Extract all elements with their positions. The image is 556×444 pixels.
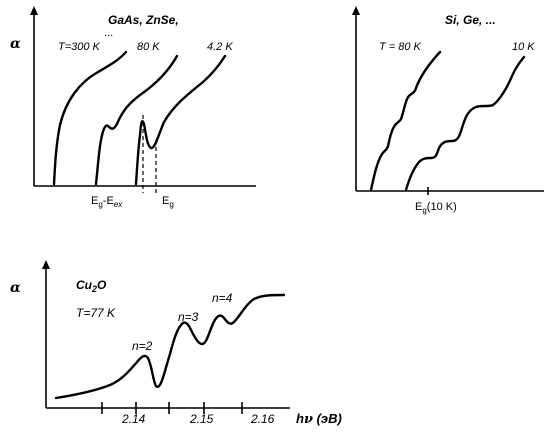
peak-label-n3: n=3	[178, 310, 199, 324]
x-axis-label: hν (эВ)	[296, 411, 342, 427]
eg-10k-label: Eg(10 K)	[415, 201, 457, 215]
tick-label-2-16: 2.16	[250, 412, 275, 426]
curve-300k	[52, 50, 128, 186]
eg-minus-eex-label: Eg-Eex	[91, 195, 123, 209]
panel-top-left: α GaAs, ZnSe, ... T=300 K 80 K 4.2 K Eg-…	[10, 6, 256, 209]
temp-label-80k: 80 K	[137, 41, 160, 53]
peak-label-n2: n=2	[132, 339, 153, 353]
alpha-label: α	[10, 36, 21, 52]
temp-label-80k: T = 80 K	[379, 41, 422, 53]
alpha-label: α	[10, 280, 21, 296]
panel-top-right: Si, Ge, ... T = 80 K 10 K Eg(10 K)	[352, 6, 544, 215]
curve-4k	[134, 54, 227, 186]
temp-label-10k: 10 K	[512, 41, 535, 53]
materials-label: GaAs, ZnSe,	[108, 13, 179, 27]
materials-label: Si, Ge, ...	[445, 13, 496, 27]
tick-label-2-14: 2.14	[121, 412, 146, 426]
material-label: Cu2O	[76, 278, 107, 294]
curve-80k	[94, 54, 179, 186]
tick-label-2-15: 2.15	[189, 412, 214, 426]
y-axis-arrow	[352, 6, 360, 15]
absorption-curve	[54, 293, 286, 400]
y-axis-arrow	[30, 6, 38, 15]
temperature-label: T=77 K	[76, 306, 116, 320]
temp-label-300k: T=300 K	[58, 41, 101, 53]
eg-label: Eg	[162, 195, 174, 209]
peak-label-n4: n=4	[212, 291, 233, 305]
curve-10k	[404, 55, 526, 192]
materials-ellipsis: ...	[104, 27, 113, 39]
y-axis-arrow	[42, 260, 50, 269]
panel-bottom: 2.14 2.15 2.16 α Cu2O T=77 K n=2 n=3 n=4…	[10, 260, 342, 427]
curve-80k	[369, 50, 442, 192]
temp-label-4k: 4.2 K	[207, 41, 233, 53]
